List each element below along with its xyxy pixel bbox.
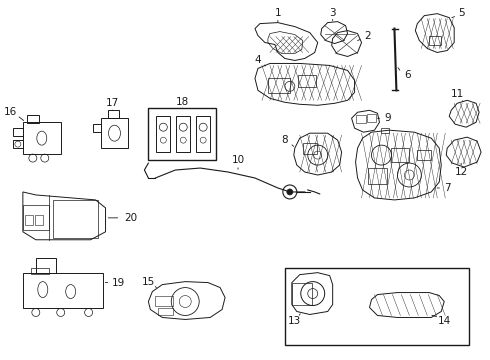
Text: 13: 13 — [288, 316, 301, 327]
Bar — [107, 110, 120, 118]
Bar — [23, 122, 61, 154]
Bar — [268, 78, 290, 93]
Text: 7: 7 — [444, 183, 450, 193]
Bar — [292, 283, 312, 305]
Bar — [417, 150, 431, 160]
Text: 11: 11 — [450, 89, 464, 99]
Text: 5: 5 — [458, 8, 465, 18]
Bar — [25, 215, 33, 225]
Bar — [368, 168, 388, 184]
Bar — [392, 148, 409, 162]
Text: 2: 2 — [364, 31, 371, 41]
Text: 10: 10 — [231, 155, 245, 165]
Circle shape — [283, 185, 297, 199]
Text: 4: 4 — [255, 55, 261, 66]
Bar — [155, 296, 173, 306]
Text: 6: 6 — [404, 71, 411, 80]
Bar — [196, 116, 210, 152]
Bar — [148, 108, 216, 160]
Bar — [13, 128, 23, 136]
Bar — [158, 307, 173, 315]
Text: 19: 19 — [112, 278, 125, 288]
Text: 18: 18 — [175, 97, 189, 107]
Bar — [36, 258, 56, 273]
Bar — [156, 116, 171, 152]
Bar — [23, 205, 49, 230]
Text: 12: 12 — [455, 167, 468, 177]
Bar — [23, 273, 102, 307]
Bar — [356, 115, 366, 123]
Bar — [176, 116, 190, 152]
Text: 17: 17 — [106, 98, 119, 108]
Circle shape — [287, 189, 293, 195]
Text: 16: 16 — [4, 107, 18, 117]
Text: 14: 14 — [438, 316, 451, 327]
Bar — [367, 114, 376, 122]
Text: 9: 9 — [384, 113, 391, 123]
Text: 3: 3 — [329, 8, 336, 18]
Text: 15: 15 — [142, 276, 155, 287]
Bar — [93, 124, 100, 132]
Bar — [13, 140, 23, 148]
Bar — [100, 118, 128, 148]
Bar — [285, 268, 469, 345]
Text: 20: 20 — [124, 213, 137, 223]
Bar — [382, 128, 390, 133]
Bar — [31, 268, 49, 274]
Bar — [27, 115, 39, 123]
Bar — [429, 36, 441, 45]
Bar — [35, 215, 43, 225]
Bar — [298, 75, 316, 87]
Bar — [53, 200, 98, 238]
Text: 1: 1 — [274, 8, 281, 18]
Text: 8: 8 — [282, 135, 288, 145]
Bar — [303, 143, 317, 154]
